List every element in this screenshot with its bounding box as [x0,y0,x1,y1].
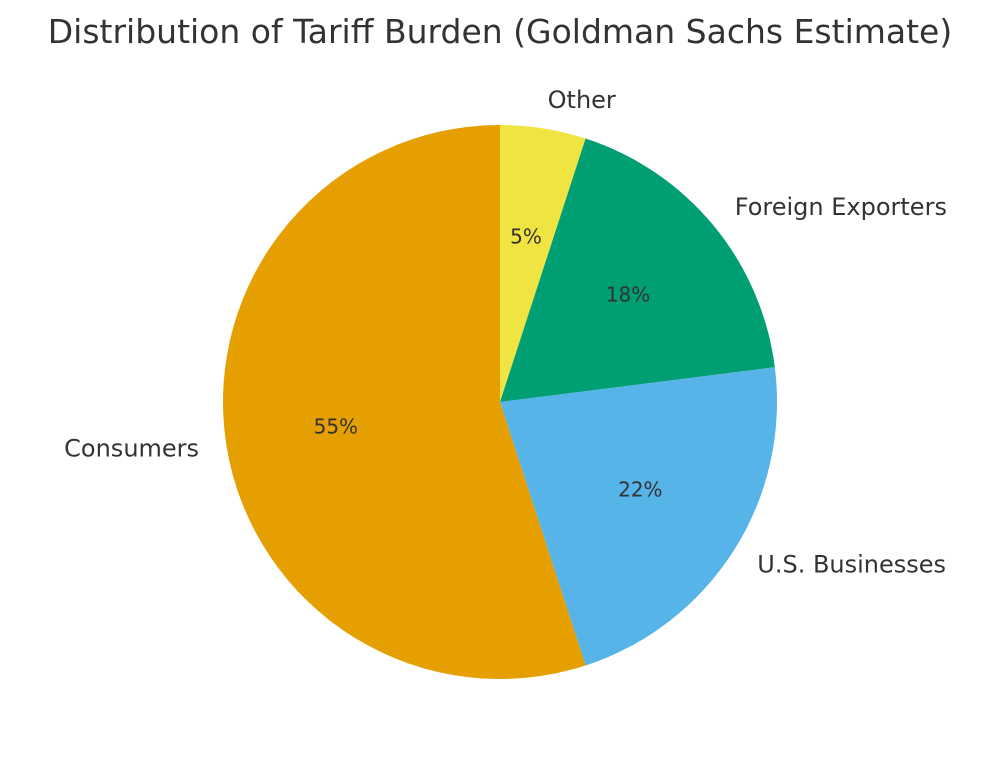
chart-title: Distribution of Tariff Burden (Goldman S… [48,12,952,51]
slice-percent-foreign-exporters: 18% [606,283,650,307]
slice-foreign-exporters [500,138,775,402]
slice-percent-other: 5% [510,224,542,248]
slice-label-foreign-exporters: Foreign Exporters [735,193,947,221]
pie-labels: Other 5% Foreign Exporters 18% U.S. Business… [64,86,947,578]
slice-percent-consumers: 55% [314,414,358,438]
slice-label-u-s-businesses: U.S. Businesses [757,550,946,578]
pie-slices [222,125,777,679]
slice-label-consumers: Consumers [64,435,199,463]
slice-other [500,125,586,402]
slice-percent-u-s-businesses: 22% [618,478,662,502]
slice-consumers [222,125,586,679]
slice-u-s-businesses [500,367,777,666]
slice-label-other: Other [548,86,616,114]
